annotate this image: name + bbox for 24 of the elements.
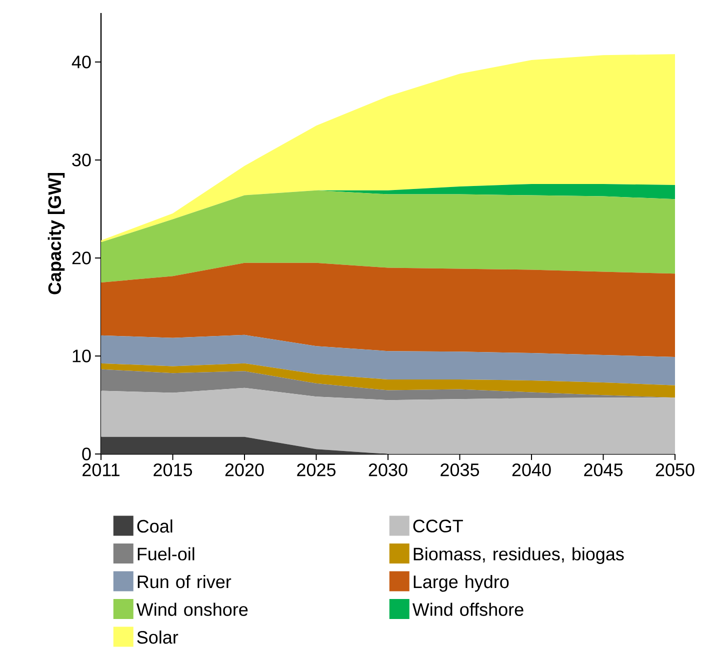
- y-tick-label: 30: [72, 154, 91, 166]
- x-tick-label: 2035: [440, 464, 480, 476]
- x-tick-label: 2045: [584, 464, 623, 476]
- y-tick-label: 40: [72, 56, 91, 68]
- x-tick-label: 2050: [656, 464, 694, 476]
- legend-label: Fuel-oil: [138, 547, 194, 560]
- x-tick-label: 2030: [368, 464, 408, 476]
- y-axis-title: Capacity [GW]: [48, 173, 65, 294]
- x-tick-label: 2011: [82, 464, 120, 476]
- x-tick-label: 2020: [225, 464, 264, 476]
- legend-label: Run of river: [138, 574, 232, 588]
- x-tick-label: 2040: [512, 464, 551, 476]
- y-tick-label: 20: [72, 252, 91, 264]
- legend-label: Biomass, residues, biogas: [414, 547, 624, 564]
- legend-label: Wind offshore: [412, 602, 524, 616]
- legend-label: Coal: [137, 519, 172, 533]
- y-tick-label: 10: [72, 350, 91, 362]
- legend-label: Large hydro: [414, 574, 509, 592]
- x-tick-label: 2025: [297, 464, 336, 476]
- x-tick-label: 2015: [154, 464, 192, 476]
- y-tick-label: 0: [82, 448, 91, 460]
- legend-label: Wind onshore: [136, 602, 248, 616]
- legend-label: Solar: [137, 630, 178, 644]
- legend-label: CCGT: [413, 520, 463, 532]
